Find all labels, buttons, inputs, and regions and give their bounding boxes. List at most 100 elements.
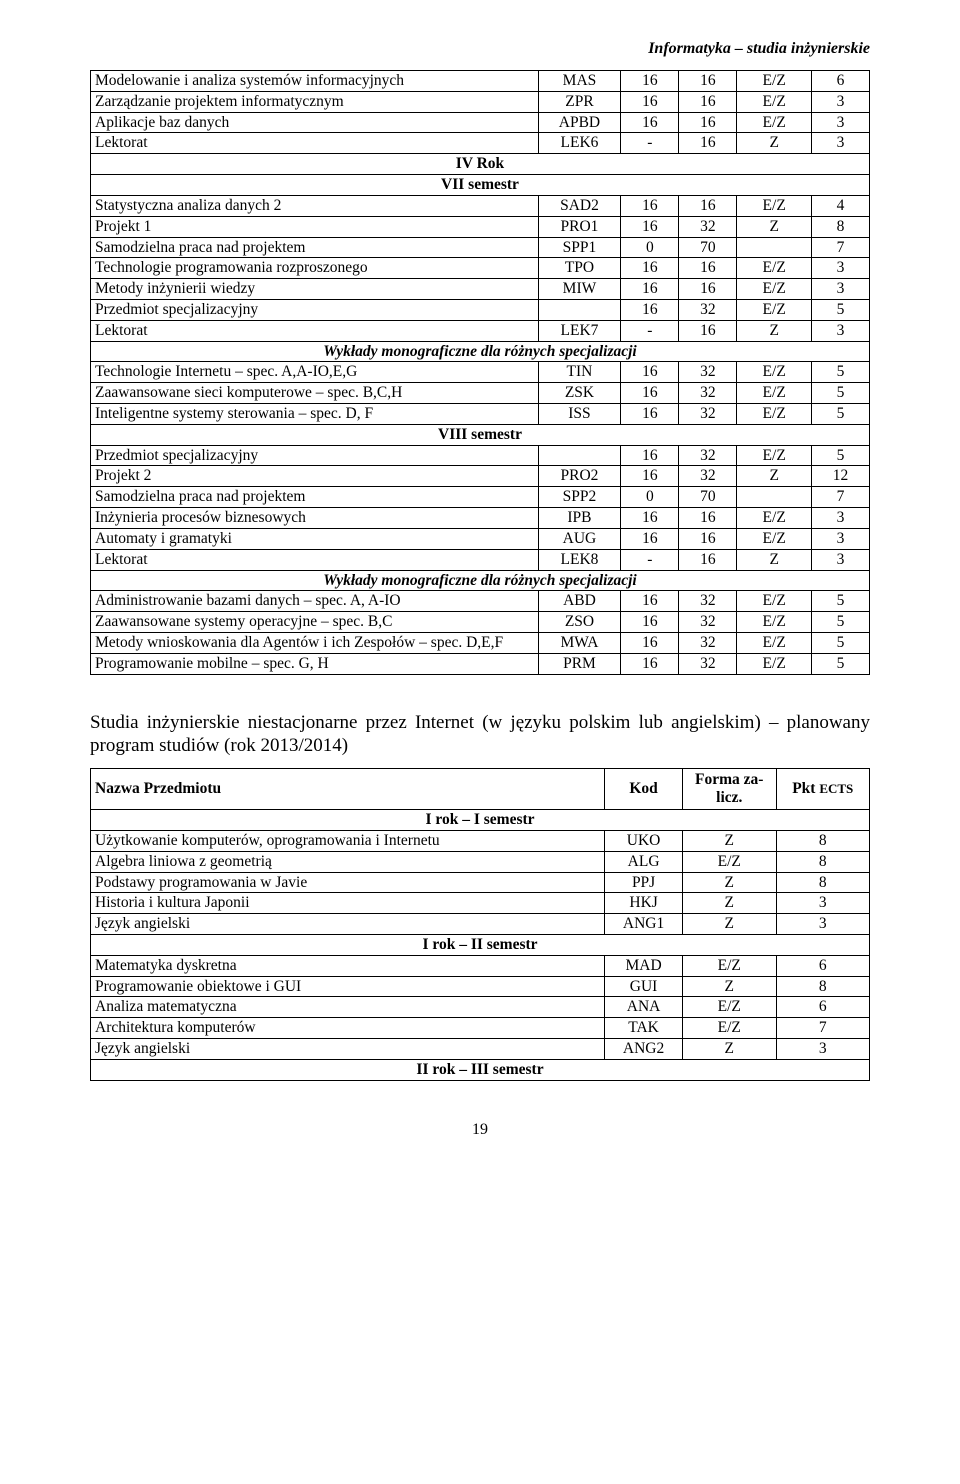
cell-code: PRM (538, 653, 621, 674)
table-row: Inteligentne systemy sterowania – spec. … (91, 404, 870, 425)
cell-name: Inżynieria procesów biznesowych (91, 508, 539, 529)
cell-name: Programowanie mobilne – spec. G, H (91, 653, 539, 674)
cell-v1: 16 (621, 279, 679, 300)
cell-fz: E/Z (683, 997, 776, 1018)
cell-code: TIN (538, 362, 621, 383)
cell-ects: 3 (776, 893, 870, 914)
table-row: Statystyczna analiza danych 2SAD21616E/Z… (91, 195, 870, 216)
cell-name: Lektorat (91, 133, 539, 154)
cell-name: Język angielski (91, 914, 605, 935)
cell-code: ABD (538, 591, 621, 612)
col-name: Nazwa Przedmiotu (91, 769, 605, 810)
cell-name: Przedmiot specjalizacyjny (91, 299, 539, 320)
cell-v2: 32 (679, 299, 737, 320)
cell-ects: 3 (811, 320, 869, 341)
cell-v2: 32 (679, 383, 737, 404)
cell-code: ALG (605, 851, 683, 872)
cell-name: Inteligentne systemy sterowania – spec. … (91, 404, 539, 425)
cell-v2: 32 (679, 591, 737, 612)
cell-fz (737, 487, 812, 508)
cell-v2: 16 (679, 528, 737, 549)
cell-name: Technologie programowania rozproszonego (91, 258, 539, 279)
cell-fz: E/Z (737, 91, 812, 112)
cell-code: ANA (605, 997, 683, 1018)
cell-fz: E/Z (737, 612, 812, 633)
table-row: Język angielskiANG1Z3 (91, 914, 870, 935)
cell-fz: E/Z (737, 71, 812, 92)
cell-v1: 16 (621, 445, 679, 466)
cell-v1: 16 (621, 383, 679, 404)
cell-ects: 7 (811, 487, 869, 508)
table-row: Analiza matematycznaANAE/Z6 (91, 997, 870, 1018)
cell-v1: 16 (621, 632, 679, 653)
cell-code: LEK8 (538, 549, 621, 570)
cell-name: Projekt 1 (91, 216, 539, 237)
cell-fz: E/Z (737, 528, 812, 549)
cell-ects: 3 (776, 1039, 870, 1060)
section-cell: VII semestr (91, 175, 870, 196)
cell-v2: 16 (679, 549, 737, 570)
table-row: Projekt 1PRO11632Z8 (91, 216, 870, 237)
cell-ects: 6 (776, 955, 870, 976)
table-row: Modelowanie i analiza systemów informacy… (91, 71, 870, 92)
cell-fz: E/Z (683, 955, 776, 976)
cell-v1: - (621, 549, 679, 570)
cell-v1: 16 (621, 528, 679, 549)
cell-ects: 6 (776, 997, 870, 1018)
cell-v1: 16 (621, 112, 679, 133)
table-row: Samodzielna praca nad projektemSPP10707 (91, 237, 870, 258)
cell-ects: 12 (811, 466, 869, 487)
cell-ects: 3 (811, 508, 869, 529)
table-row: I rok – I semestr (91, 810, 870, 831)
table-row: Metody inżynierii wiedzyMIW1616E/Z3 (91, 279, 870, 300)
table-row: LektoratLEK8-16Z3 (91, 549, 870, 570)
cell-name: Statystyczna analiza danych 2 (91, 195, 539, 216)
cell-fz: Z (683, 830, 776, 851)
cell-name: Architektura komputerów (91, 1018, 605, 1039)
cell-name: Lektorat (91, 549, 539, 570)
cell-ects: 8 (776, 872, 870, 893)
cell-v2: 16 (679, 91, 737, 112)
cell-code: LEK6 (538, 133, 621, 154)
cell-v1: 16 (621, 299, 679, 320)
cell-ects: 7 (811, 237, 869, 258)
table-row: Przedmiot specjalizacyjny1632E/Z5 (91, 299, 870, 320)
cell-code: PRO1 (538, 216, 621, 237)
cell-v1: 16 (621, 216, 679, 237)
cell-v2: 32 (679, 612, 737, 633)
cell-fz: E/Z (737, 299, 812, 320)
cell-fz: Z (737, 133, 812, 154)
cell-code: UKO (605, 830, 683, 851)
cell-fz: E/Z (737, 445, 812, 466)
cell-code: MAD (605, 955, 683, 976)
cell-code: ZSO (538, 612, 621, 633)
cell-fz: Z (683, 872, 776, 893)
cell-code: MIW (538, 279, 621, 300)
col-code: Kod (605, 769, 683, 810)
table-row: Samodzielna praca nad projektemSPP20707 (91, 487, 870, 508)
cell-ects: 6 (811, 71, 869, 92)
doc-header: Informatyka – studia inżynierskie (90, 40, 870, 58)
cell-code: ANG1 (605, 914, 683, 935)
cell-name: Aplikacje baz danych (91, 112, 539, 133)
cell-v1: 0 (621, 487, 679, 508)
cell-code: SAD2 (538, 195, 621, 216)
cell-name: Użytkowanie komputerów, oprogramowania i… (91, 830, 605, 851)
table-row: Metody wnioskowania dla Agentów i ich Ze… (91, 632, 870, 653)
cell-name: Historia i kultura Japonii (91, 893, 605, 914)
cell-v2: 32 (679, 445, 737, 466)
cell-ects: 8 (776, 976, 870, 997)
cell-v2: 32 (679, 216, 737, 237)
cell-v2: 16 (679, 112, 737, 133)
col-forma: Forma za- licz. (683, 769, 776, 810)
cell-fz: E/Z (737, 195, 812, 216)
cell-code: PRO2 (538, 466, 621, 487)
cell-fz: E/Z (737, 112, 812, 133)
table-row: IV Rok (91, 154, 870, 175)
table-row: LektoratLEK6-16Z3 (91, 133, 870, 154)
curriculum-table-2: Nazwa Przedmiotu Kod Forma za- licz. Pkt… (90, 768, 870, 1081)
cell-code: ANG2 (605, 1039, 683, 1060)
cell-ects: 7 (776, 1018, 870, 1039)
table-row: Zaawansowane systemy operacyjne – spec. … (91, 612, 870, 633)
cell-name: Metody wnioskowania dla Agentów i ich Ze… (91, 632, 539, 653)
